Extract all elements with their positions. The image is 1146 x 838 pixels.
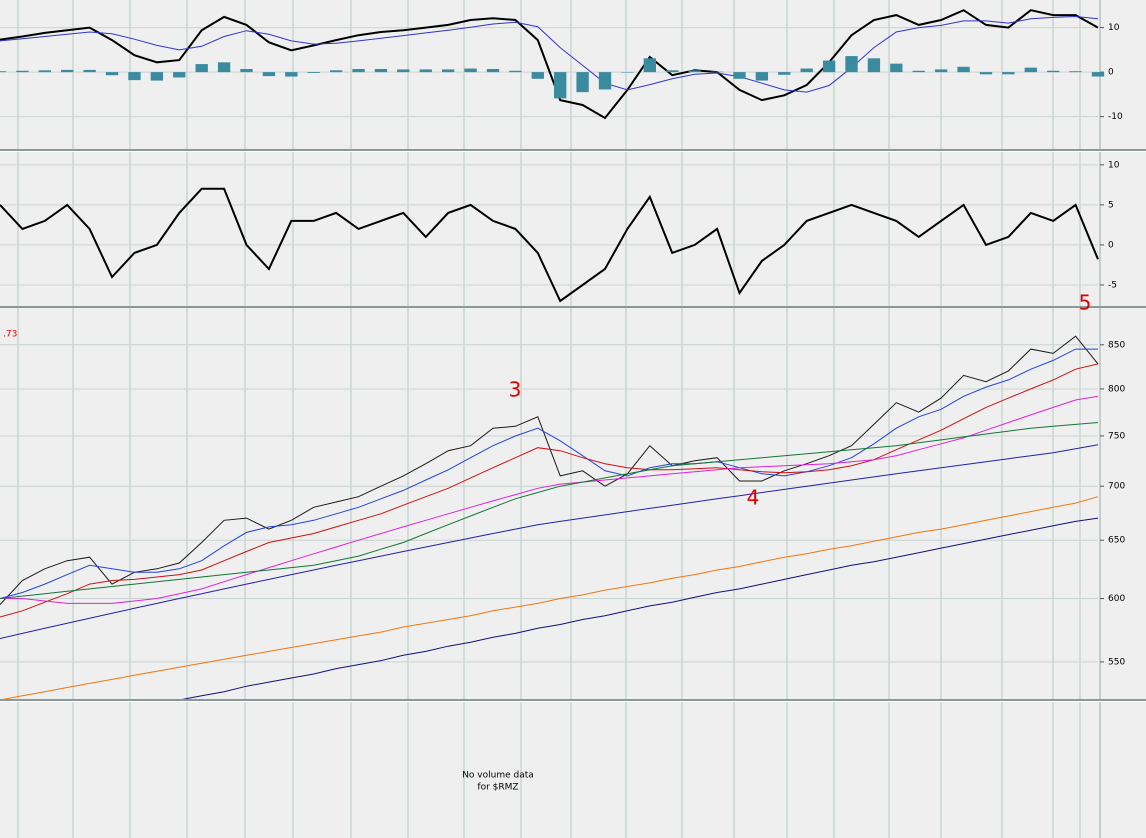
histogram-bar: [554, 72, 567, 99]
y-tick-label: 550: [1108, 657, 1125, 667]
histogram-bar: [800, 68, 813, 73]
histogram-bar: [285, 72, 298, 77]
series-line: [179, 517, 1099, 701]
annotation: 5: [1079, 291, 1092, 315]
histogram-bar: [576, 72, 589, 93]
panel-background: [0, 702, 1146, 838]
y-tick-label: 800: [1108, 384, 1125, 394]
y-tick-label: 10: [1108, 23, 1120, 33]
panel-background: [0, 0, 1146, 150]
note-text: No volume data: [462, 771, 534, 781]
panel-background: [0, 308, 1146, 700]
histogram-bar: [822, 60, 836, 73]
series-line: [0, 187, 1099, 303]
histogram-bar: [509, 70, 522, 73]
histogram-bar: [1069, 71, 1082, 73]
histogram-bar: [329, 70, 343, 73]
histogram-bar: [240, 68, 253, 73]
series-line: [0, 395, 1099, 604]
histogram-bar: [755, 72, 769, 81]
y-tick-label: 5: [1108, 200, 1114, 210]
histogram-bar: [307, 72, 320, 73]
series-line: [0, 422, 1099, 599]
histogram-bar: [262, 72, 276, 77]
panel-background: [0, 152, 1146, 307]
series-line: [0, 348, 1098, 599]
histogram-bar: [1091, 72, 1105, 77]
histogram-bar: [912, 70, 925, 73]
histogram-bar: [778, 72, 791, 75]
histogram-bar: [957, 66, 970, 73]
annotation: 4: [747, 486, 760, 510]
y-tick-label: 700: [1108, 482, 1125, 492]
histogram-bar: [1002, 72, 1015, 75]
series-line: [0, 15, 1099, 93]
histogram-bar: [38, 70, 51, 73]
y-tick-label: 600: [1108, 594, 1125, 604]
histogram-bar: [621, 72, 634, 73]
y-tick-label: 0: [1108, 240, 1114, 250]
y-tick-label: 850: [1108, 340, 1125, 350]
histogram-bar: [128, 72, 141, 81]
histogram-bar: [531, 72, 544, 79]
histogram-bar: [598, 72, 612, 90]
series-line: [0, 363, 1099, 618]
y-tick-label: 650: [1108, 536, 1125, 546]
histogram-bar: [0, 71, 7, 73]
annotation: .73: [3, 330, 17, 340]
y-tick-label: 750: [1108, 431, 1125, 441]
histogram-bar: [374, 68, 388, 73]
y-tick-label: 0: [1108, 68, 1114, 78]
histogram-bar: [16, 70, 29, 73]
histogram-bar: [352, 68, 365, 73]
histogram-bar: [666, 70, 679, 73]
histogram-bar: [195, 64, 208, 73]
histogram-bar: [464, 68, 477, 73]
note-text: for $RMZ: [477, 783, 518, 793]
series-line: [0, 335, 1099, 605]
histogram-bar: [710, 71, 724, 73]
histogram-bar: [486, 68, 500, 73]
histogram-bar: [442, 69, 455, 73]
histogram-bar: [845, 56, 858, 73]
histogram-bar: [1024, 67, 1037, 73]
histogram-bar: [688, 70, 701, 73]
histogram-bar: [397, 69, 410, 73]
histogram-bar: [979, 72, 993, 75]
annotation: 3: [509, 378, 522, 402]
series-line: [0, 496, 1099, 701]
histogram-bar: [419, 69, 432, 73]
histogram-bar: [173, 72, 186, 78]
histogram-bar: [643, 58, 656, 73]
y-tick-label: 10: [1108, 160, 1120, 170]
series-line: [0, 9, 1099, 120]
series-line: [0, 444, 1099, 639]
histogram-bar: [1047, 70, 1060, 73]
y-tick-label: -5: [1108, 280, 1117, 290]
histogram-bar: [105, 72, 119, 76]
histogram-bar: [934, 69, 948, 73]
histogram-bar: [217, 62, 231, 73]
histogram-bar: [890, 63, 903, 73]
y-tick-label: -10: [1108, 112, 1123, 122]
histogram-bar: [867, 58, 881, 73]
histogram-bar: [733, 72, 746, 79]
histogram-bar: [83, 69, 96, 73]
histogram-bar: [150, 72, 164, 81]
histogram-bar: [61, 69, 74, 73]
